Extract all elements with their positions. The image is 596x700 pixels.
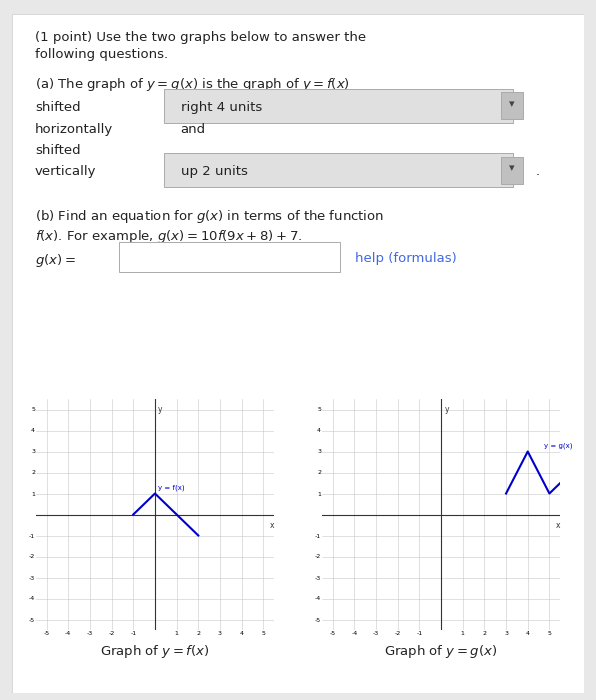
Text: right 4 units: right 4 units [181, 101, 262, 114]
Text: y = f(x): y = f(x) [158, 485, 185, 491]
FancyBboxPatch shape [501, 92, 523, 119]
Text: x: x [556, 521, 560, 530]
Text: .: . [535, 164, 539, 178]
Text: ▾: ▾ [509, 163, 515, 173]
Text: $g(x) =$: $g(x) =$ [35, 251, 76, 269]
Text: up 2 units: up 2 units [181, 164, 247, 178]
Text: $f(x)$. For example, $g(x) = 10f(9x+8)+7$.: $f(x)$. For example, $g(x) = 10f(9x+8)+7… [35, 228, 302, 245]
Text: Graph of $y = g(x)$: Graph of $y = g(x)$ [384, 643, 498, 659]
Text: ▾: ▾ [509, 99, 515, 108]
FancyBboxPatch shape [163, 89, 513, 122]
Text: y = g(x): y = g(x) [544, 443, 573, 449]
Text: shifted: shifted [35, 144, 80, 158]
Text: and: and [181, 122, 206, 136]
FancyBboxPatch shape [163, 153, 513, 187]
Text: vertically: vertically [35, 164, 97, 178]
Text: (a) The graph of $y = g(x)$ is the graph of $y = f(x)$: (a) The graph of $y = g(x)$ is the graph… [35, 76, 350, 94]
Text: x: x [270, 521, 274, 530]
Text: (b) Find an equation for $g(x)$ in terms of the function: (b) Find an equation for $g(x)$ in terms… [35, 207, 384, 225]
Text: shifted: shifted [35, 101, 80, 114]
Text: y: y [158, 405, 163, 414]
FancyBboxPatch shape [119, 242, 340, 272]
Text: Graph of $y = f(x)$: Graph of $y = f(x)$ [100, 643, 210, 659]
Text: horizontally: horizontally [35, 122, 113, 136]
Text: y: y [444, 405, 449, 414]
FancyBboxPatch shape [501, 157, 523, 183]
Text: (1 point) Use the two graphs below to answer the: (1 point) Use the two graphs below to an… [35, 31, 366, 44]
FancyBboxPatch shape [12, 14, 584, 693]
Text: help (formulas): help (formulas) [355, 251, 457, 265]
Text: following questions.: following questions. [35, 48, 168, 61]
